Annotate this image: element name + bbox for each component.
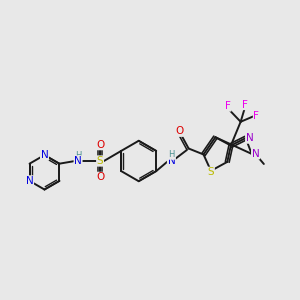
Text: N: N bbox=[40, 150, 48, 160]
Text: F: F bbox=[254, 111, 259, 121]
Text: F: F bbox=[242, 100, 248, 110]
Text: O: O bbox=[96, 140, 104, 150]
Text: N: N bbox=[252, 149, 260, 159]
Text: S: S bbox=[97, 156, 104, 166]
Text: N: N bbox=[74, 156, 82, 166]
Text: H: H bbox=[168, 150, 175, 159]
Text: S: S bbox=[208, 167, 214, 177]
Text: O: O bbox=[175, 126, 183, 136]
Text: F: F bbox=[225, 101, 231, 111]
Text: O: O bbox=[96, 172, 104, 182]
Text: H: H bbox=[75, 151, 81, 160]
Text: N: N bbox=[246, 133, 254, 143]
Text: N: N bbox=[167, 156, 175, 166]
Text: N: N bbox=[26, 176, 33, 186]
